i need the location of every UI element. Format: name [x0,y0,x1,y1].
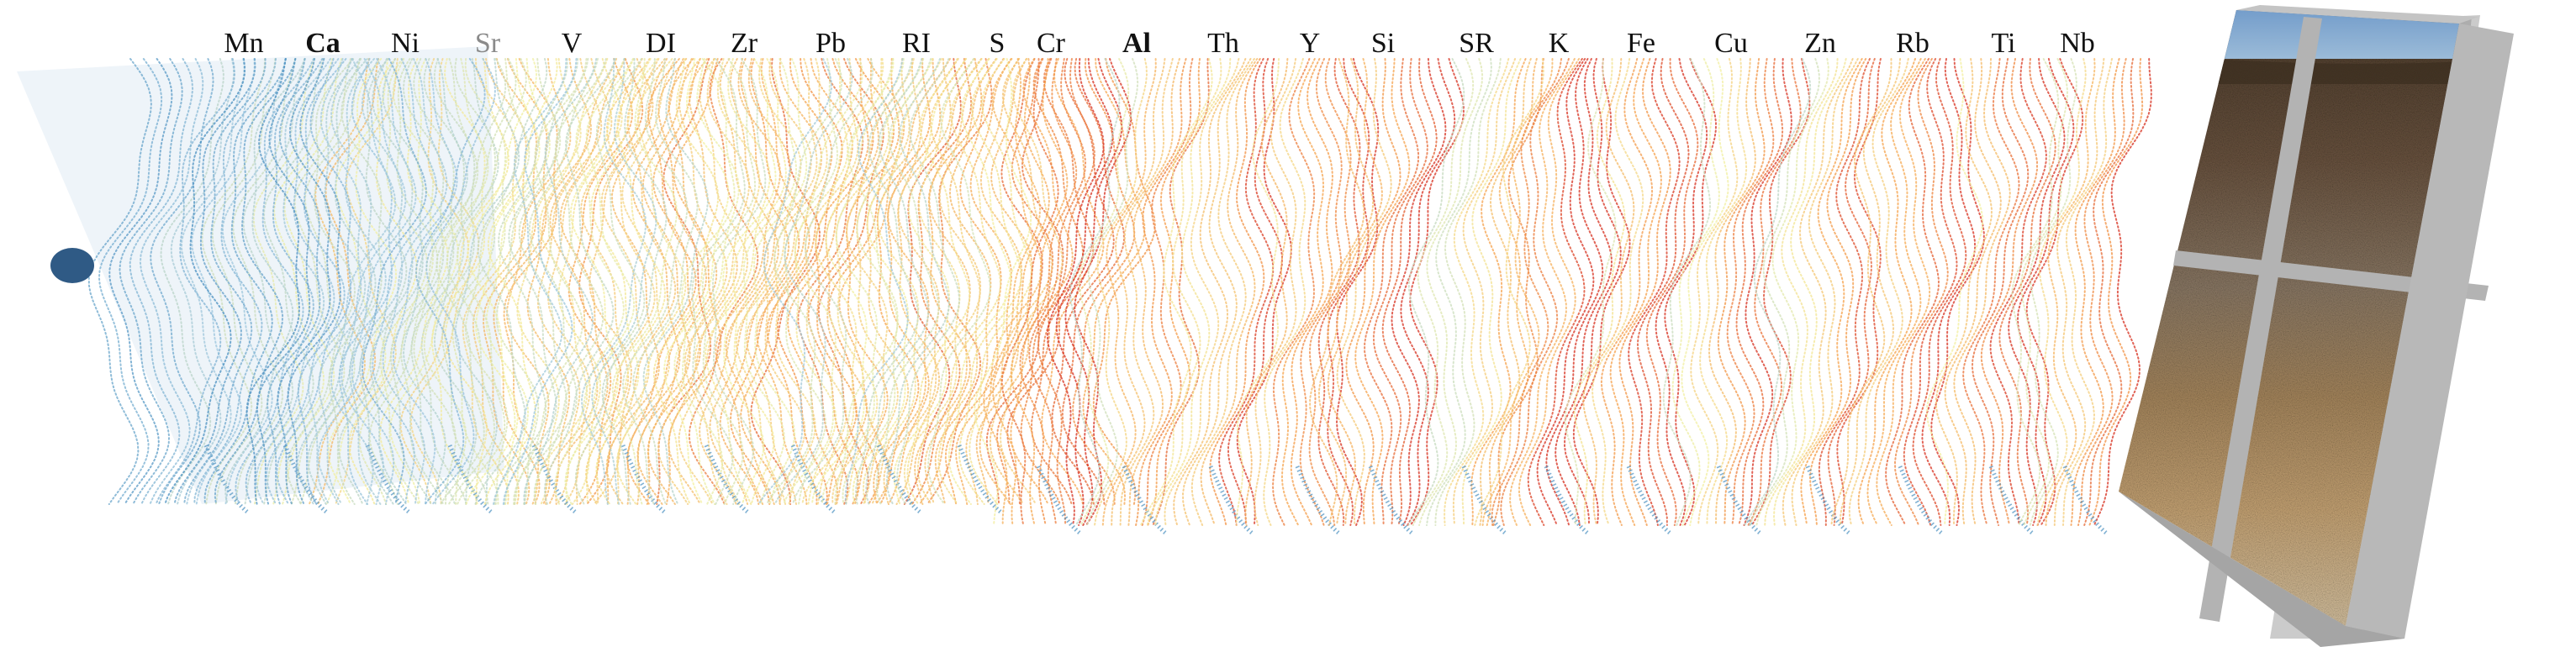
slice-cloud-zn [1744,58,1882,535]
element-label-s: S [990,28,1006,59]
slice-cloud-th [1140,58,1292,535]
slice-cloud-k [1474,58,1631,535]
element-label-v: V [562,28,583,59]
element-label-nb: Nb [2060,28,2095,59]
origin-marker [50,248,94,283]
element-label-ri: RI [902,28,931,59]
element-label-zn: Zn [1804,28,1836,59]
element-label-fe: Fe [1627,28,1655,59]
element-label-al: Al [1122,28,1151,59]
slice-cloud-pb [681,58,993,514]
frame-vertical-bar [2199,17,2322,622]
slice-dot-clouds [17,46,2152,535]
slice-cloud-si [1309,58,1465,535]
slice-cloud-sr [330,58,654,514]
element-label-th: Th [1207,28,1239,59]
element-label-y: Y [1300,28,1321,59]
slice-cloud-s [834,58,1156,514]
slice-cloud-di [492,58,821,514]
slice-cloud-y [1235,58,1380,535]
element-label-ni: Ni [391,28,420,59]
element-label-sr: Sr [475,28,501,59]
frame-top [2236,5,2478,24]
slice-cloud-rb [1830,58,1985,535]
slice-cloud-zr [580,58,905,514]
slice-cloud-ri [757,58,1064,514]
element-label-cu: Cu [1714,28,1748,59]
soil-profile-block [2119,5,2514,647]
element-labels: Mn Ca Ni Sr V DI Zr Pb RI S Cr Al Th Y Si SR K Fe Cu Zn Rb Ti… [224,28,2094,59]
element-label-ti: Ti [1991,28,2015,59]
element-label-ca: Ca [305,28,340,59]
element-label-rb: Rb [1896,28,1929,59]
slice-cloud-sr [1407,58,1544,535]
element-label-pb: Pb [816,28,846,59]
slice-cloud-fe [1564,58,1718,535]
element-label-cr: Cr [1037,28,1066,59]
element-label-zr: Zr [731,28,758,59]
element-label-sr: SR [1459,28,1494,59]
element-label-di: DI [646,28,676,59]
left-background-sheet [17,46,504,504]
slice-cloud-nb [2011,58,2152,535]
element-label-si: Si [1371,28,1395,59]
slice-cloud-ca [155,58,480,514]
element-label-mn: Mn [224,28,263,59]
element-label-k: K [1549,28,1570,59]
frame-right-side [2346,24,2514,639]
